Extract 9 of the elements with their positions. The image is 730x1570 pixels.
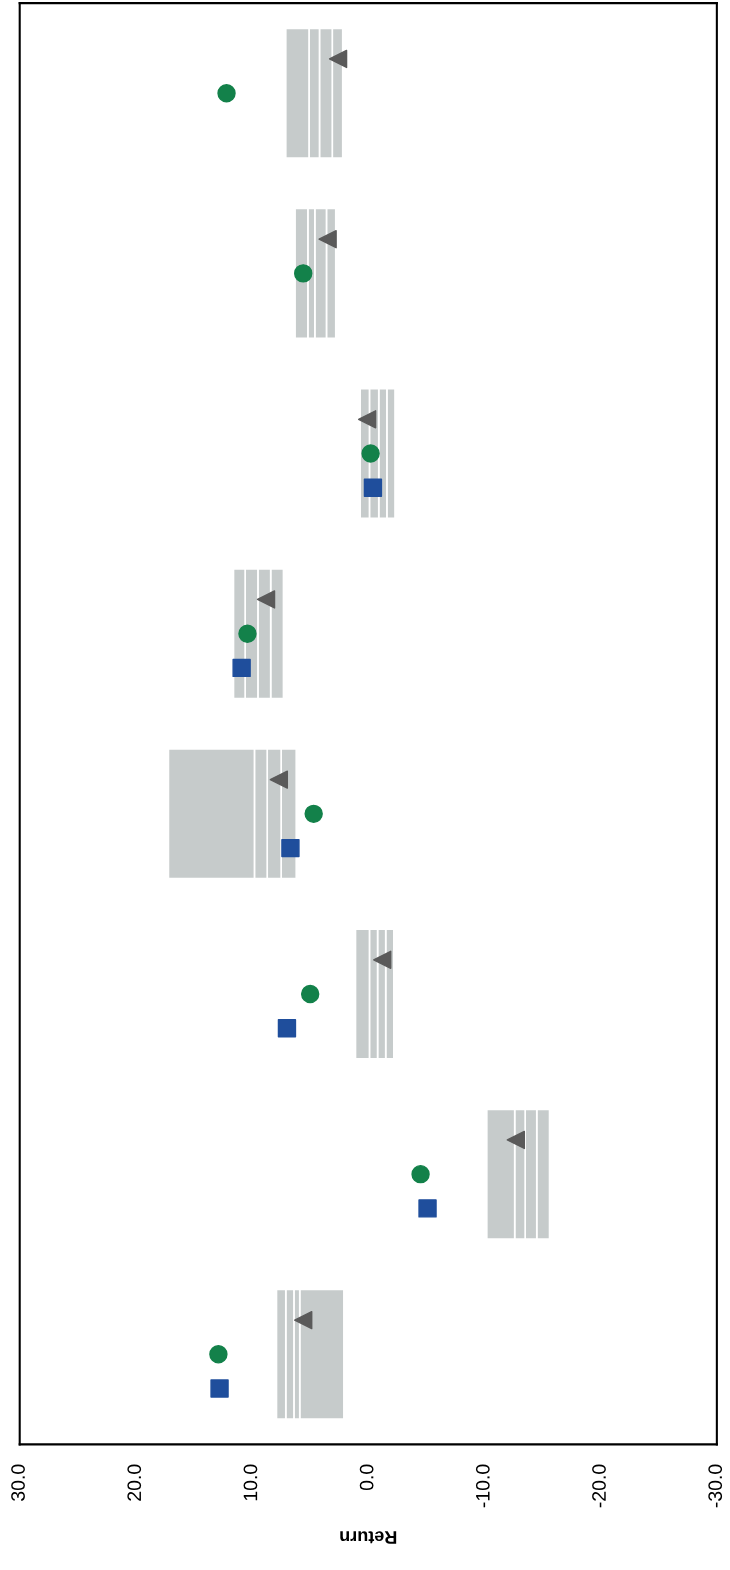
bar (298, 1288, 345, 1421)
x-axis-title: Return (340, 1531, 397, 1544)
x-tick-label: 30.0 (11, 1464, 25, 1501)
x-tick-label: -20.0 (592, 1464, 606, 1508)
x-tick-label: -10.0 (475, 1464, 490, 1508)
x-tick-label: 10.0 (243, 1464, 258, 1501)
x-tick-label: 20.0 (127, 1464, 142, 1501)
x-tick-label: -30.0 (708, 1464, 723, 1508)
x-tick-label: 0.0 (359, 1464, 374, 1491)
